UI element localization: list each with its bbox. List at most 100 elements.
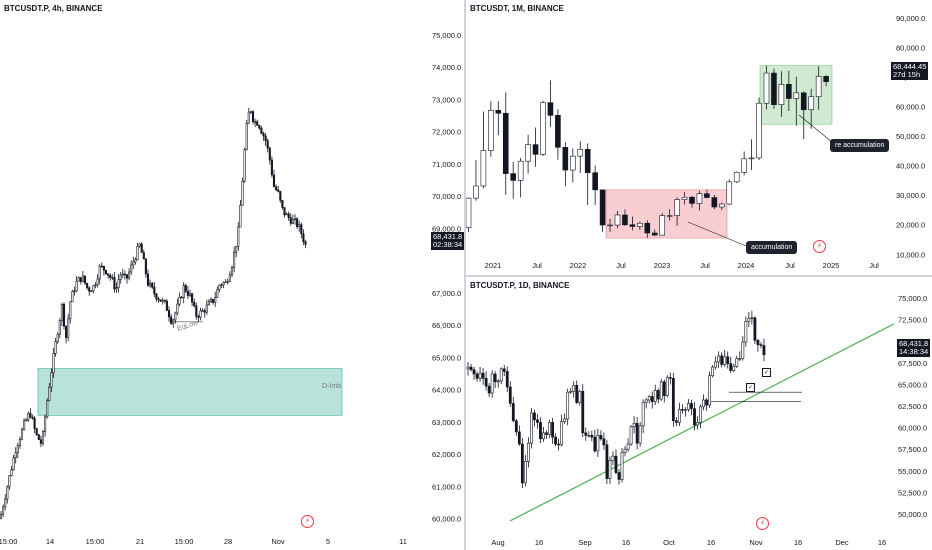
- candle: [484, 378, 488, 387]
- candle: [23, 420, 26, 430]
- candle: [287, 213, 290, 218]
- x-tick-label: 15:00: [175, 537, 194, 546]
- candle: [562, 146, 569, 171]
- left-chart-pane[interactable]: 75,000.0 74,000.0 73,000.0 72,000.0 71,000.0…: [0, 0, 464, 550]
- candle: [699, 406, 702, 423]
- candle: [569, 391, 573, 393]
- bottom-right-countdown: 14:38:34: [899, 347, 929, 356]
- top-right-chart-canvas[interactable]: 90,000.080,000.070,000.060,000.050,000.0…: [466, 0, 932, 275]
- candle: [526, 442, 530, 462]
- checkbox-icon[interactable]: ✓: [762, 368, 771, 377]
- bottom-right-chart-pane[interactable]: 75,000.072,500.070,000.067,500.065,000.0…: [466, 277, 932, 550]
- left-last-price: 68,431.8: [433, 232, 463, 241]
- candle: [517, 431, 521, 445]
- candle: [584, 432, 588, 436]
- candle: [178, 296, 181, 305]
- candle: [823, 76, 829, 82]
- x-tick-label: Jul: [700, 261, 710, 270]
- y-tick-label: 50,000.0: [896, 132, 925, 141]
- candle: [466, 197, 472, 228]
- candle: [302, 233, 305, 243]
- candle: [723, 356, 727, 365]
- candle: [212, 298, 215, 303]
- candle: [270, 159, 273, 176]
- left-countdown: 02:38:34: [433, 240, 463, 249]
- candle: [69, 301, 72, 320]
- x-tick-label: 16: [535, 538, 543, 547]
- candle: [262, 133, 265, 137]
- candle: [540, 102, 546, 155]
- candle: [714, 361, 718, 368]
- candle: [283, 207, 286, 216]
- candle: [245, 123, 248, 151]
- candle: [134, 259, 137, 263]
- candle: [557, 443, 561, 446]
- candle: [708, 375, 712, 406]
- candle: [607, 224, 613, 227]
- candle: [771, 72, 777, 106]
- candle: [563, 418, 567, 422]
- candle: [753, 317, 757, 341]
- accumulation-callout[interactable]: accumulation: [746, 241, 798, 254]
- candle: [759, 344, 763, 346]
- candle: [209, 298, 213, 303]
- vertical-divider[interactable]: [464, 0, 466, 550]
- reaccumulation-callout[interactable]: re accumulation: [830, 139, 890, 152]
- top-right-chart-pane[interactable]: 90,000.080,000.070,000.060,000.050,000.0…: [466, 0, 932, 275]
- candle: [632, 422, 636, 428]
- candle: [644, 399, 648, 403]
- bottom-right-chart-canvas[interactable]: 75,000.072,500.070,000.067,500.065,000.0…: [466, 277, 932, 550]
- candle: [109, 275, 112, 278]
- candle: [744, 320, 748, 343]
- candle: [46, 400, 49, 418]
- candle: [566, 391, 570, 420]
- candle: [508, 386, 512, 404]
- left-chart-title: BTCUSDT.P, 4h, BINANCE: [4, 4, 103, 13]
- flash-alert-icon[interactable]: ⚡: [813, 240, 826, 253]
- candle: [578, 391, 582, 403]
- candle: [275, 186, 278, 191]
- candle: [119, 274, 122, 280]
- candle: [763, 72, 770, 104]
- x-tick-label: Jul: [785, 261, 795, 270]
- checkbox-icon[interactable]: ✓: [746, 383, 755, 392]
- candle: [31, 416, 34, 419]
- candle: [611, 455, 615, 461]
- candle: [587, 435, 591, 437]
- candle: [638, 425, 642, 444]
- candle: [480, 150, 487, 187]
- flash-alert-icon[interactable]: ⚡: [756, 517, 769, 530]
- candle: [635, 422, 639, 444]
- candle: [176, 303, 179, 314]
- candle: [144, 258, 147, 275]
- candle: [532, 144, 539, 155]
- candle: [41, 431, 45, 444]
- candle: [748, 157, 755, 160]
- y-tick-label: 60,000.0: [432, 515, 461, 524]
- candle: [747, 318, 751, 322]
- candle: [651, 232, 658, 236]
- left-chart-canvas[interactable]: 75,000.0 74,000.0 73,000.0 72,000.0 71,000.0…: [0, 0, 464, 550]
- candle: [0, 513, 3, 519]
- candle: [466, 366, 470, 370]
- candle: [264, 135, 267, 141]
- flash-alert-icon[interactable]: ⚡: [301, 515, 314, 528]
- candle: [14, 452, 17, 459]
- reaccumulation-pointer: [798, 114, 833, 143]
- candle: [304, 241, 307, 245]
- candle: [581, 391, 585, 434]
- candle: [272, 174, 276, 188]
- horizontal-divider[interactable]: [466, 275, 932, 277]
- y-tick-label: 74,000.0: [432, 63, 461, 72]
- candle: [490, 373, 494, 394]
- candle: [233, 251, 236, 268]
- candle: [662, 381, 666, 396]
- candle: [530, 412, 533, 444]
- candle: [808, 96, 815, 111]
- y-tick-label: 67,000.0: [432, 289, 461, 298]
- x-tick-label: 16: [622, 538, 630, 547]
- candle: [39, 439, 42, 444]
- candle: [517, 160, 524, 181]
- candle: [165, 300, 168, 311]
- candle: [644, 222, 651, 234]
